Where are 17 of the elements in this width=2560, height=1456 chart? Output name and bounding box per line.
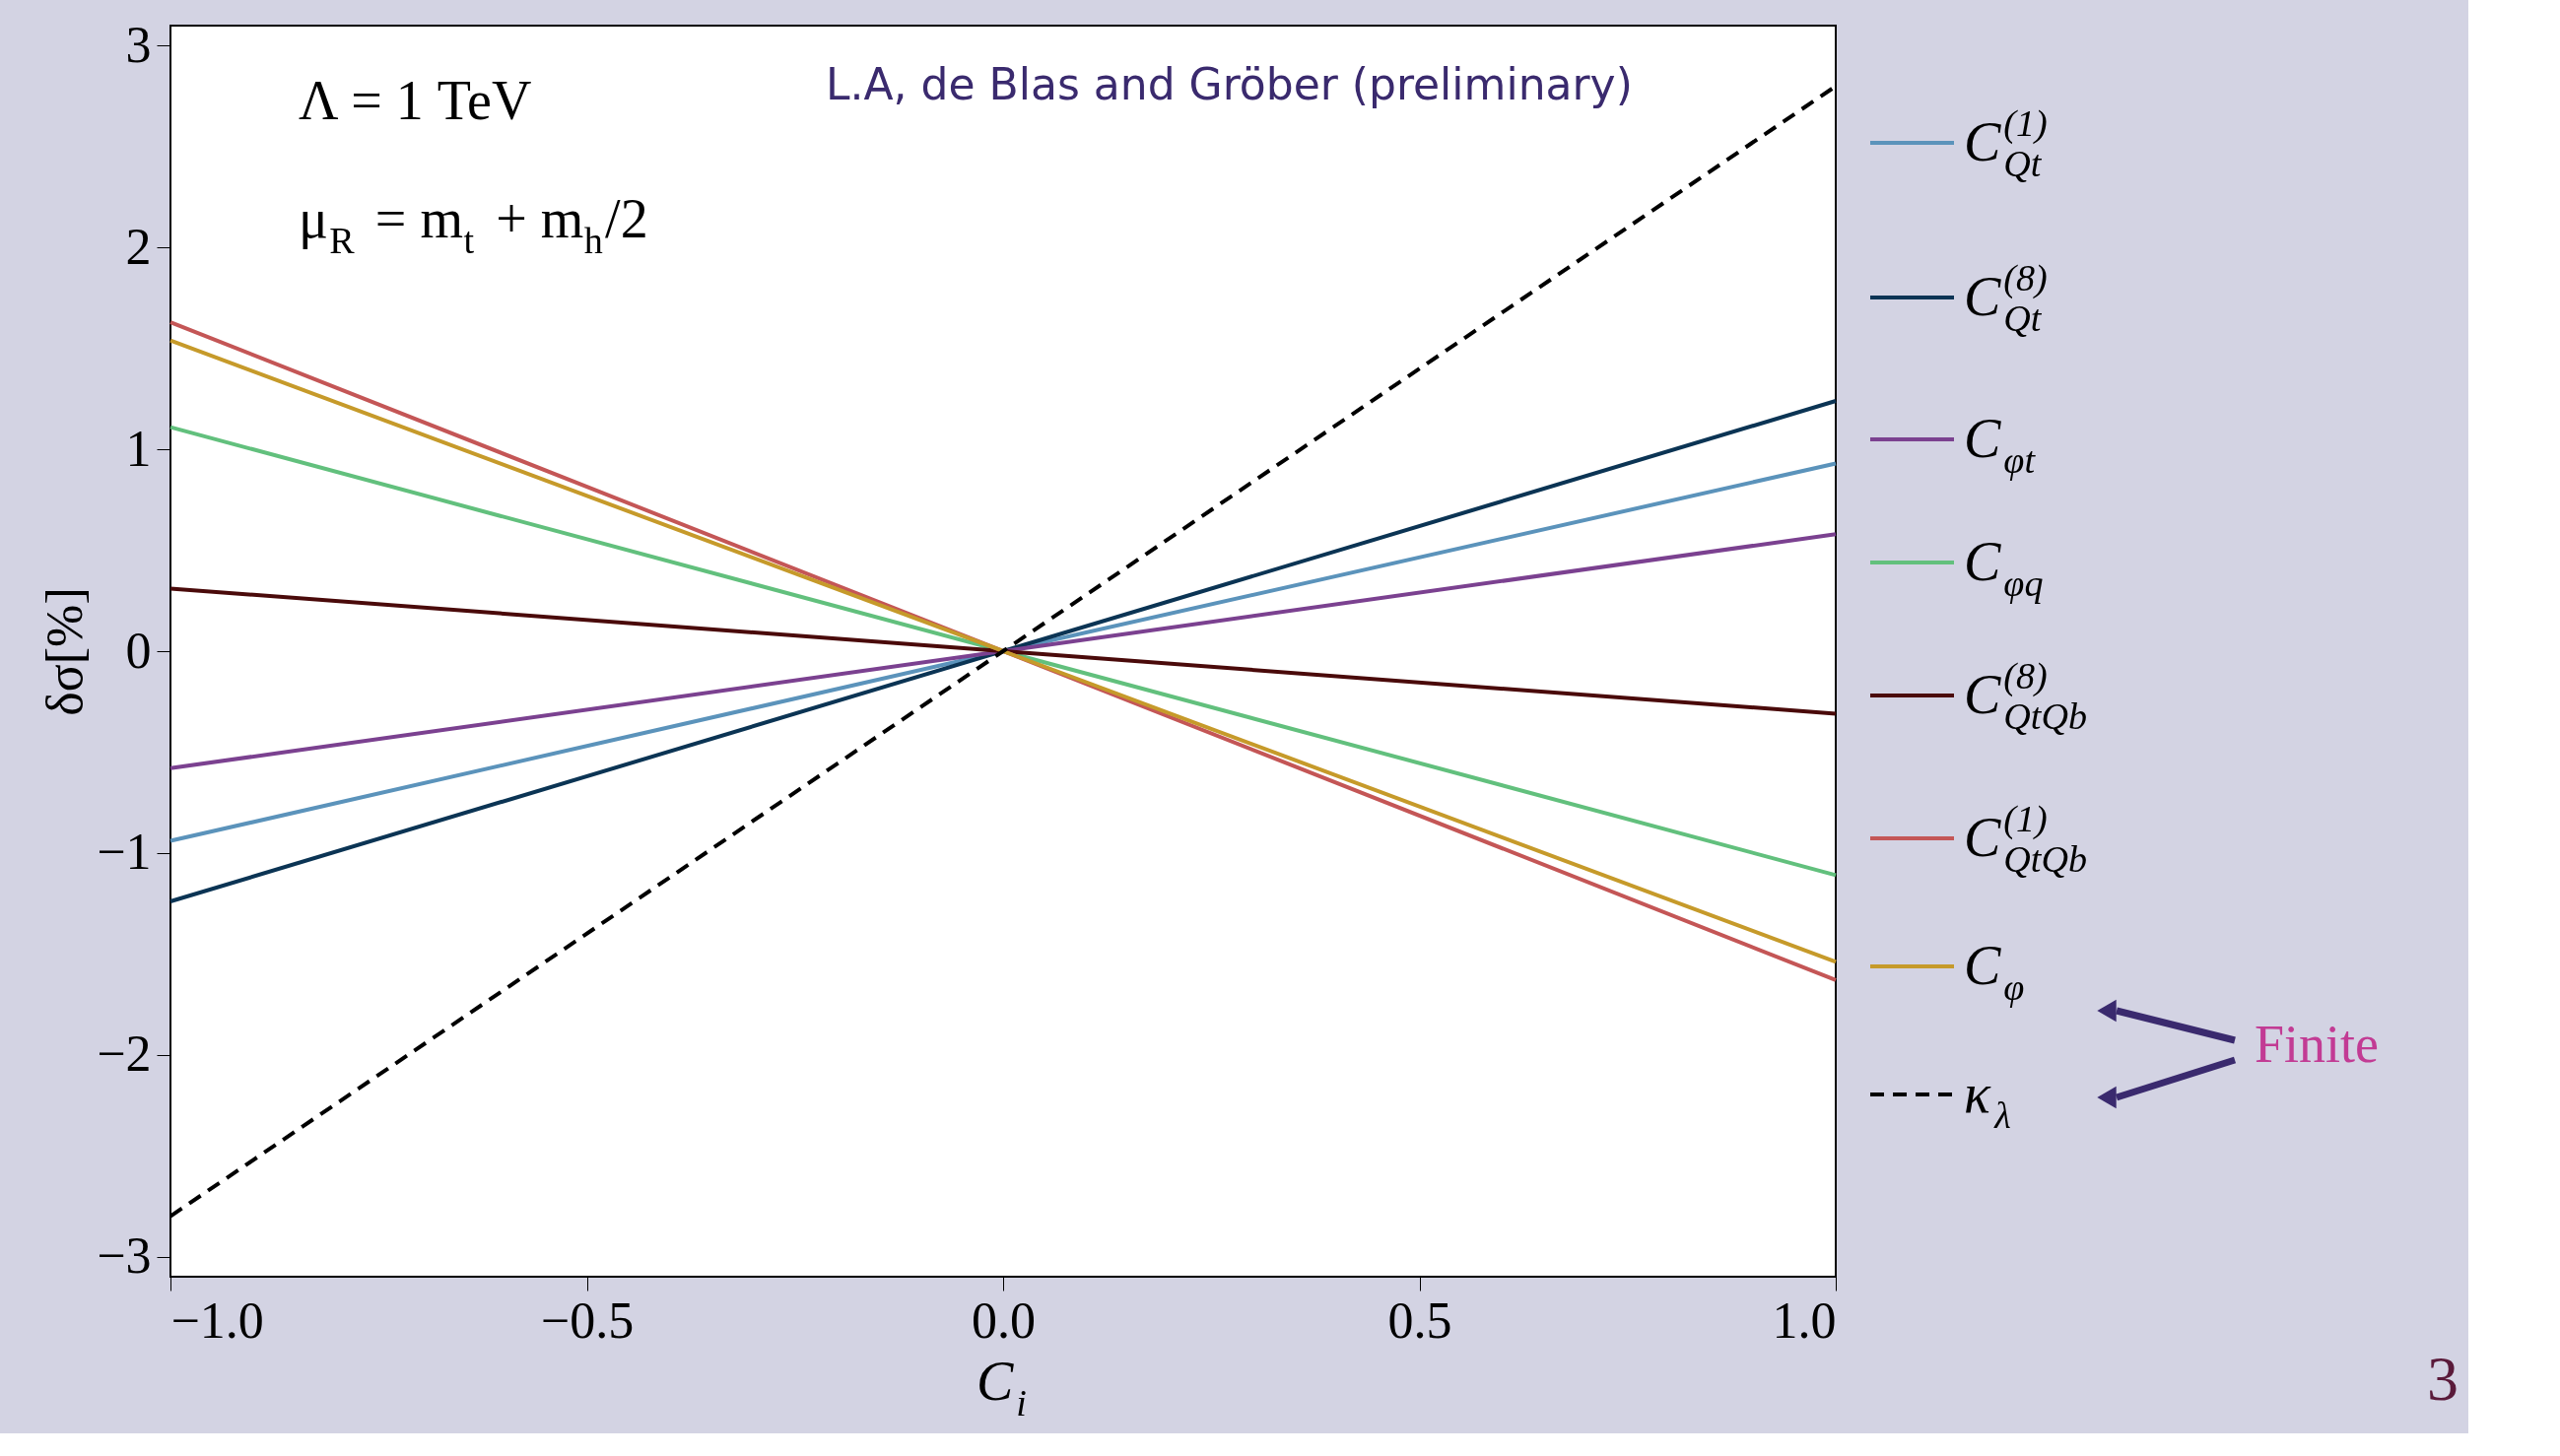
x-tick-label: −0.5 — [540, 1291, 635, 1349]
y-tick-label: 1 — [125, 420, 152, 477]
x-tick-label: 0.5 — [1387, 1291, 1452, 1349]
annotation: Λ = 1 TeV — [299, 70, 532, 131]
x-tick-label: −1.0 — [170, 1291, 264, 1349]
y-tick-label: 0 — [125, 622, 152, 679]
text: Finite — [2255, 1015, 2380, 1074]
y-tick-label: 3 — [125, 16, 152, 73]
y-axis-title: δσ[%] — [36, 587, 94, 716]
x-tick-label: 1.0 — [1772, 1291, 1837, 1349]
y-tick-label: −1 — [97, 824, 152, 881]
y-tick-label: 2 — [125, 218, 152, 275]
x-tick-label: 0.0 — [972, 1291, 1036, 1349]
y-tick-label: −2 — [97, 1026, 152, 1083]
text: 3 — [2427, 1344, 2459, 1414]
annotation: L.A, de Blas and Gröber (preliminary) — [826, 59, 1633, 109]
y-tick-label: −3 — [97, 1227, 152, 1285]
